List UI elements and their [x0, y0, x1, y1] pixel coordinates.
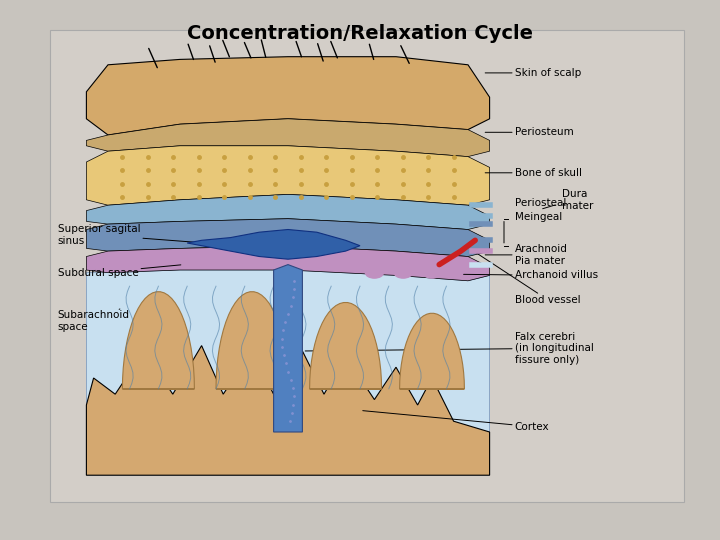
Text: Skin of scalp: Skin of scalp: [485, 68, 581, 78]
Text: Periosteum: Periosteum: [485, 127, 574, 137]
Text: Subarachnoid
space: Subarachnoid space: [58, 309, 130, 332]
Polygon shape: [86, 119, 490, 157]
Polygon shape: [86, 346, 490, 475]
Polygon shape: [86, 270, 490, 475]
Polygon shape: [216, 292, 288, 389]
Polygon shape: [187, 230, 360, 259]
Text: Arachnoid
Pia mater: Arachnoid Pia mater: [485, 244, 567, 266]
Text: Superior sagital
sinus: Superior sagital sinus: [58, 224, 202, 246]
Ellipse shape: [423, 267, 441, 278]
Text: Falx cerebri
(in longitudinal
fissure only): Falx cerebri (in longitudinal fissure on…: [305, 332, 594, 365]
Text: Blood vessel: Blood vessel: [472, 250, 580, 305]
Text: Cortex: Cortex: [363, 410, 549, 431]
Ellipse shape: [395, 267, 413, 278]
Polygon shape: [86, 219, 490, 256]
Polygon shape: [274, 265, 302, 432]
Polygon shape: [86, 194, 490, 230]
Text: Meingeal: Meingeal: [515, 212, 562, 222]
FancyBboxPatch shape: [50, 30, 684, 502]
Polygon shape: [86, 246, 490, 281]
Polygon shape: [310, 302, 382, 389]
Ellipse shape: [366, 267, 384, 278]
Polygon shape: [400, 313, 464, 389]
Text: Concentration/Relaxation Cycle: Concentration/Relaxation Cycle: [187, 24, 533, 43]
Text: Periosteal: Periosteal: [515, 198, 566, 207]
Text: Bone of skull: Bone of skull: [485, 168, 582, 178]
Text: Dura
mater: Dura mater: [562, 189, 593, 211]
Polygon shape: [122, 292, 194, 389]
Text: Subdural space: Subdural space: [58, 265, 181, 278]
Polygon shape: [86, 146, 490, 205]
Text: Archanoid villus: Archanoid villus: [464, 271, 598, 280]
Polygon shape: [86, 57, 490, 135]
